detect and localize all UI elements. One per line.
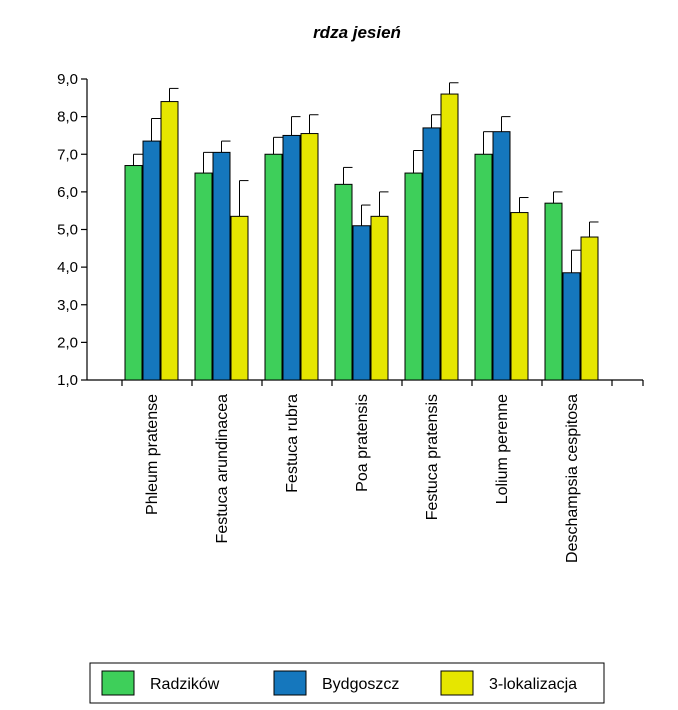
y-tick-label: 9,0 [57,71,78,88]
legend-label: Radzików [150,676,220,693]
legend-label: 3-lokalizacja [489,676,577,693]
bar [492,131,511,381]
legend-box [89,662,605,704]
bar [404,172,423,381]
y-tick-label: 6,0 [57,184,78,201]
y-tick-label: 3,0 [57,297,78,314]
legend-swatch [440,670,474,696]
legend: Radzików Bydgoszcz 3-lokalizacja [89,662,605,704]
bar [300,133,319,381]
y-tick-label: 2,0 [57,334,78,351]
bar [282,134,301,381]
x-tick-label: Lolium perenne [494,394,511,504]
y-tick-label: 4,0 [57,259,78,276]
bar [230,215,249,381]
bar [474,153,493,381]
x-tick-label: Festuca arundinacea [214,394,231,544]
bar [142,140,161,381]
bar [352,225,371,381]
x-tick-label: Festuca pratensis [424,394,441,520]
y-tick-label: 7,0 [57,146,78,163]
y-tick-label: 1,0 [57,372,78,389]
legend-swatch [273,670,307,696]
bar [580,236,599,381]
legend-swatch [101,670,135,696]
x-tick-label: Festuca rubra [284,394,301,493]
bar [334,183,353,381]
bar [510,212,529,381]
x-tick-label: Phleum pratense [144,394,161,515]
bar [440,93,459,381]
x-tick-label: Deschampsia cespitosa [564,394,581,563]
bar [194,172,213,381]
x-tick-label: Poa pratensis [354,394,371,492]
plot-area: 1,0 2,0 3,0 4,0 5,0 6,0 7,0 8,0 9,0 Phleum praten… [57,71,644,563]
y-tick-label: 8,0 [57,109,78,126]
y-tick-label: 5,0 [57,222,78,239]
bar [370,215,389,381]
bar [422,127,441,381]
bar [562,272,581,381]
legend-label: Bydgoszcz [322,676,399,693]
bar [264,153,283,381]
bar [124,165,143,381]
bar [212,151,231,381]
bar [160,101,179,381]
chart-title: rdza jesień [313,23,401,42]
bar [544,202,563,381]
